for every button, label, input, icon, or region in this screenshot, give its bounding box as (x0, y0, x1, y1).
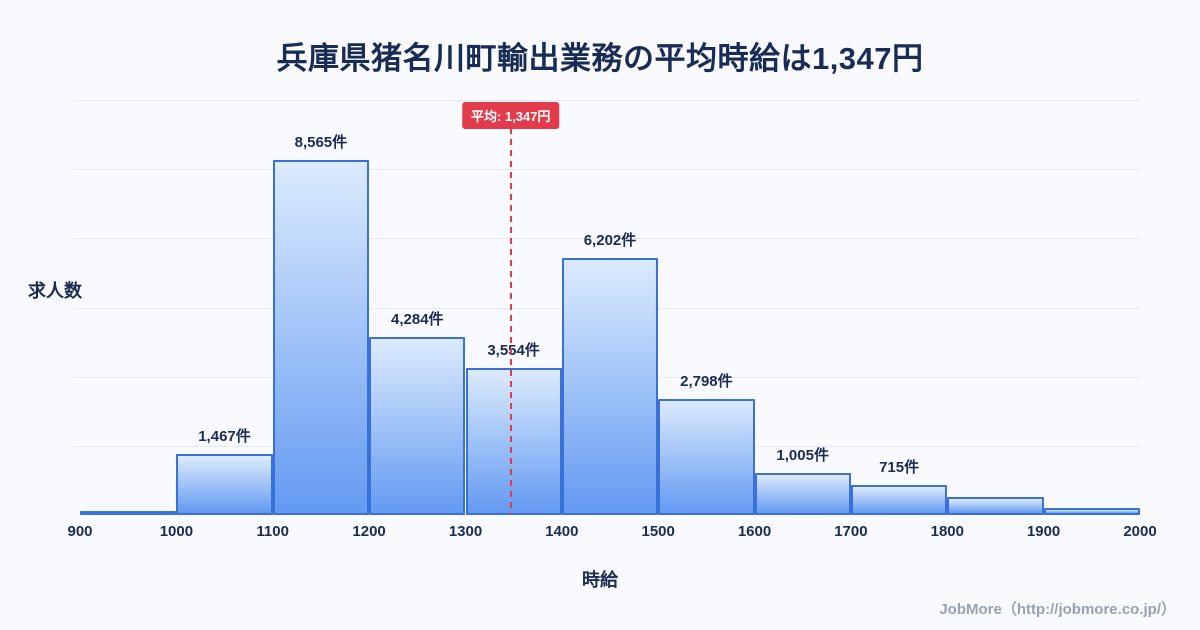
x-axis-label: 時給 (582, 570, 618, 590)
histogram-bar (658, 398, 755, 515)
footer-credit: JobMore（http://jobmore.co.jp/） (939, 601, 1176, 618)
histogram-bar (561, 257, 659, 515)
histogram-bar (369, 337, 466, 515)
histogram-bar (850, 485, 948, 515)
gridline (73, 238, 1140, 239)
bar-value-label: 2,798件 (680, 372, 733, 390)
bar-value-label: 8,565件 (294, 133, 348, 151)
x-tick-label: 1600 (737, 523, 772, 540)
x-tick-label: 1800 (930, 523, 964, 540)
bar-value-label: 1,005件 (776, 447, 829, 465)
mean-line (509, 128, 512, 515)
bar-value-label: 4,284件 (391, 311, 444, 329)
histogram-bar (272, 159, 370, 515)
bar-value-label: 6,202件 (583, 231, 637, 249)
bar-value-label: 715件 (879, 459, 920, 477)
x-tick-label: 1100 (256, 523, 289, 540)
x-tick-label: 1000 (159, 523, 194, 540)
histogram-bar (176, 454, 273, 515)
plot-area: 1,467件 8,565件 4,284件 3,554件 6,202件 2,798件 1,00… (67, 100, 1157, 540)
histogram-bar (465, 367, 562, 515)
mean-badge: 平均: 1,347円 (461, 102, 560, 129)
x-tick-label: 2000 (1123, 523, 1157, 540)
bar-value-label: 1,467件 (198, 428, 251, 446)
histogram-bar (80, 510, 177, 515)
x-tick-label: 1200 (352, 523, 386, 540)
y-axis-label: 求人数 (28, 281, 82, 301)
gridline (73, 100, 1140, 101)
x-tick-label: 900 (67, 523, 93, 540)
x-tick-label: 1700 (834, 523, 868, 540)
histogram-bar (1043, 508, 1140, 515)
chart-title: 兵庫県猪名川町輸出業務の平均時給は1,347円 (276, 41, 924, 76)
histogram-bar (754, 473, 851, 515)
histogram-bar (947, 497, 1044, 515)
x-tick-label: 1400 (545, 523, 579, 540)
x-tick-label: 1500 (641, 523, 675, 540)
x-tick-label: 1900 (1026, 523, 1061, 540)
gridline (73, 169, 1140, 170)
x-tick-label: 1300 (448, 523, 483, 540)
bar-value-label: 3,554件 (487, 341, 540, 359)
